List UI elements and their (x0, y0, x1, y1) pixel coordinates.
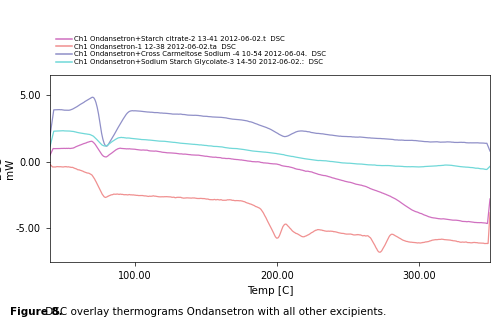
Text: DSC overlay thermograms Ondansetron with all other excipients.: DSC overlay thermograms Ondansetron with… (42, 307, 387, 317)
Legend: Ch1 Ondansetron+Starch citrate-2 13-41 2012-06-02.t  DSC, Ch1 Ondansetron-1 12-3: Ch1 Ondansetron+Starch citrate-2 13-41 2… (54, 33, 329, 68)
Y-axis label: DSC
mW: DSC mW (0, 157, 15, 180)
Text: Figure 8.: Figure 8. (10, 307, 63, 317)
X-axis label: Temp [C]: Temp [C] (247, 286, 293, 296)
